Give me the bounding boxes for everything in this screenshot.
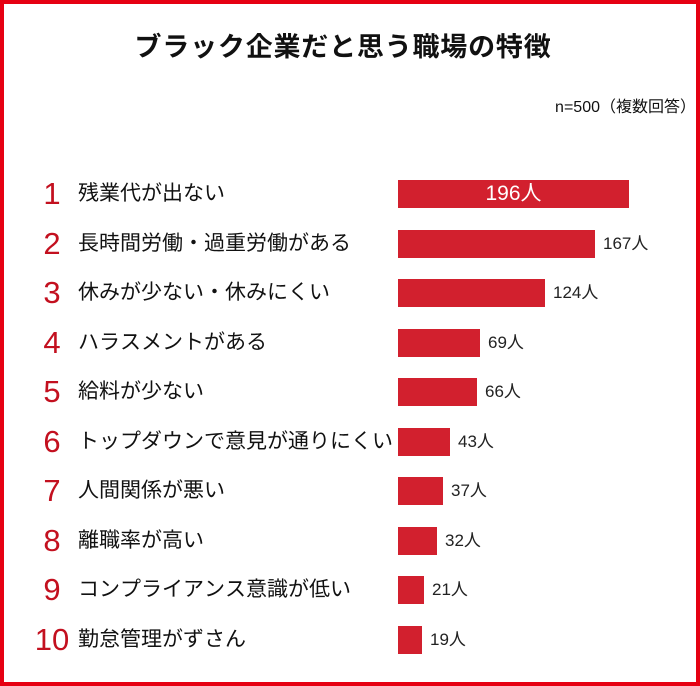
bar	[398, 279, 545, 307]
value-label: 69人	[488, 333, 524, 352]
chart-row: 4 ハラスメントがある 69人	[0, 325, 700, 360]
bar: 196人	[398, 180, 629, 208]
category-label: 給料が少ない	[78, 380, 204, 403]
bar	[398, 329, 480, 357]
category-label: ハラスメントがある	[78, 331, 267, 354]
category-label: 休みが少ない・休みにくい	[78, 281, 330, 304]
category-label: 人間関係が悪い	[78, 479, 225, 502]
rank-number: 6	[43, 424, 61, 459]
value-label: 19人	[430, 630, 466, 649]
chart-row: 1 残業代が出ない 196人	[0, 176, 700, 211]
chart-row: 9 コンプライアンス意識が低い 21人	[0, 572, 700, 607]
chart-row: 7 人間関係が悪い 37人	[0, 473, 700, 508]
category-label: 離職率が高い	[78, 529, 204, 552]
chart-row: 6 トップダウンで意見が通りにくい 43人	[0, 424, 700, 459]
rank-number: 5	[43, 374, 61, 409]
chart-row: 3 休みが少ない・休みにくい 124人	[0, 275, 700, 310]
rank-number: 7	[43, 473, 61, 508]
chart-row: 2 長時間労働・過重労働がある 167人	[0, 226, 700, 261]
chart-row: 5 給料が少ない 66人	[0, 374, 700, 409]
category-label: コンプライアンス意識が低い	[78, 578, 351, 601]
rank-number: 10	[34, 622, 70, 657]
rank-number: 1	[43, 176, 61, 211]
value-label: 32人	[445, 531, 481, 550]
value-label: 43人	[458, 432, 494, 451]
rank-number: 2	[43, 226, 61, 261]
rank-number: 8	[43, 523, 61, 558]
category-label: 長時間労働・過重労働がある	[78, 232, 351, 255]
category-label: トップダウンで意見が通りにくい	[78, 430, 393, 453]
rank-number: 4	[43, 325, 61, 360]
value-label: 66人	[485, 382, 521, 401]
value-label: 21人	[432, 580, 468, 599]
rank-number: 3	[43, 275, 61, 310]
bar	[398, 230, 595, 258]
category-label: 残業代が出ない	[78, 182, 225, 205]
bar	[398, 576, 424, 604]
bar	[398, 477, 443, 505]
bar	[398, 626, 422, 654]
value-label: 196人	[485, 182, 542, 205]
value-label: 37人	[451, 481, 487, 500]
sample-size-note: n=500（複数回答）	[555, 99, 696, 116]
rank-number: 9	[43, 572, 61, 607]
chart-row: 10 勤怠管理がずさん 19人	[0, 622, 700, 657]
bar	[398, 428, 450, 456]
value-label: 124人	[553, 283, 599, 302]
bar	[398, 527, 437, 555]
category-label: 勤怠管理がずさん	[78, 628, 246, 651]
chart-title: ブラック企業だと思う職場の特徴	[134, 32, 552, 62]
chart-row: 8 離職率が高い 32人	[0, 523, 700, 558]
value-label: 167人	[603, 234, 649, 253]
bar	[398, 378, 477, 406]
